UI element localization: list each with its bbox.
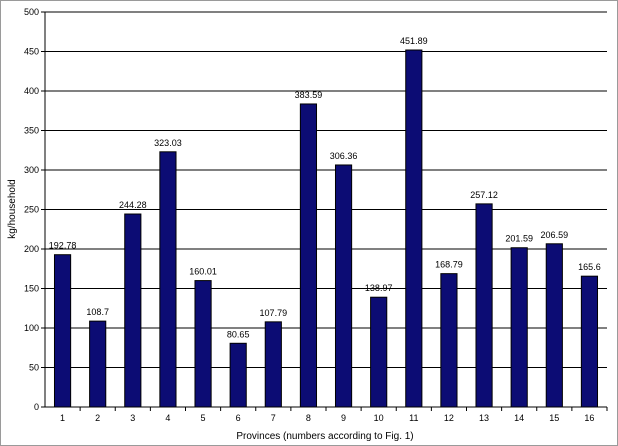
bar-7 bbox=[264, 321, 282, 408]
bar-9 bbox=[334, 164, 353, 408]
x-tick-label: 10 bbox=[374, 413, 384, 423]
y-tick-label: 0 bbox=[34, 402, 39, 412]
y-tick-label: 300 bbox=[24, 165, 39, 175]
y-tick-label: 100 bbox=[24, 323, 39, 333]
x-tick-label: 11 bbox=[409, 413, 418, 423]
data-label: 323.03 bbox=[154, 138, 182, 148]
data-label: 107.79 bbox=[260, 308, 288, 318]
x-tick-labels: 1 2 3 4 5 6 7 8 9 10 11 12 13 14 15 16 bbox=[60, 413, 594, 423]
x-tick-label: 7 bbox=[271, 413, 276, 423]
x-tick-label: 12 bbox=[444, 413, 454, 423]
x-tick-label: 6 bbox=[236, 413, 241, 423]
data-label: 138.97 bbox=[365, 283, 393, 293]
bar-3 bbox=[124, 213, 142, 408]
data-label: 306.36 bbox=[330, 151, 358, 161]
data-labels: 192.78 108.7 244.28 323.03 160.01 80.65 107.79… bbox=[49, 36, 601, 339]
bar-6 bbox=[229, 342, 247, 408]
data-label: 244.28 bbox=[119, 200, 147, 210]
y-tick-labels: 0 50 100 150 200 250 300 350 400 450 500 bbox=[24, 7, 39, 412]
x-tick-label: 5 bbox=[201, 413, 206, 423]
y-tick-label: 50 bbox=[29, 363, 39, 373]
bar-14 bbox=[510, 247, 528, 408]
bar-15 bbox=[545, 243, 563, 408]
bar-5 bbox=[194, 280, 212, 408]
x-tick-label: 8 bbox=[306, 413, 311, 423]
axes bbox=[41, 11, 608, 411]
data-label: 160.01 bbox=[189, 267, 217, 277]
bar-13 bbox=[475, 203, 493, 408]
y-tick-label: 150 bbox=[24, 284, 39, 294]
y-tick-label: 200 bbox=[24, 244, 39, 254]
bar-10 bbox=[370, 296, 388, 408]
y-tick-label: 350 bbox=[24, 126, 39, 136]
bar-8 bbox=[299, 103, 318, 408]
data-label: 80.65 bbox=[227, 329, 250, 339]
data-label: 192.78 bbox=[49, 241, 77, 251]
bars bbox=[53, 49, 599, 408]
x-tick-label: 15 bbox=[549, 413, 559, 423]
data-label: 168.79 bbox=[435, 260, 463, 270]
x-tick-label: 1 bbox=[60, 413, 65, 423]
bar-4 bbox=[159, 151, 177, 408]
x-axis-title: Provinces (numbers according to Fig. 1) bbox=[236, 431, 413, 442]
y-axis-title: kg/household bbox=[7, 179, 18, 239]
bar-16 bbox=[580, 275, 599, 408]
x-tick-label: 16 bbox=[584, 413, 594, 423]
x-tick-label: 2 bbox=[95, 413, 100, 423]
y-tick-label: 500 bbox=[24, 7, 39, 17]
x-tick-label: 4 bbox=[165, 413, 170, 423]
data-label: 108.7 bbox=[86, 307, 109, 317]
y-tick-label: 400 bbox=[24, 86, 39, 96]
x-tick-label: 9 bbox=[341, 413, 346, 423]
x-tick-label: 3 bbox=[130, 413, 135, 423]
bar-11 bbox=[405, 49, 423, 408]
y-tick-label: 450 bbox=[24, 47, 39, 57]
data-label: 165.6 bbox=[578, 262, 601, 272]
x-tick-label: 14 bbox=[514, 413, 524, 423]
data-label: 451.89 bbox=[400, 36, 428, 46]
x-tick-label: 13 bbox=[479, 413, 489, 423]
data-label: 257.12 bbox=[470, 190, 498, 200]
bar-12 bbox=[440, 273, 458, 408]
y-tick-label: 250 bbox=[24, 205, 39, 215]
data-label: 383.59 bbox=[295, 90, 323, 100]
data-label: 206.59 bbox=[541, 230, 569, 240]
bar-2 bbox=[89, 320, 107, 408]
bar-1 bbox=[53, 254, 72, 408]
data-label: 201.59 bbox=[505, 234, 533, 244]
